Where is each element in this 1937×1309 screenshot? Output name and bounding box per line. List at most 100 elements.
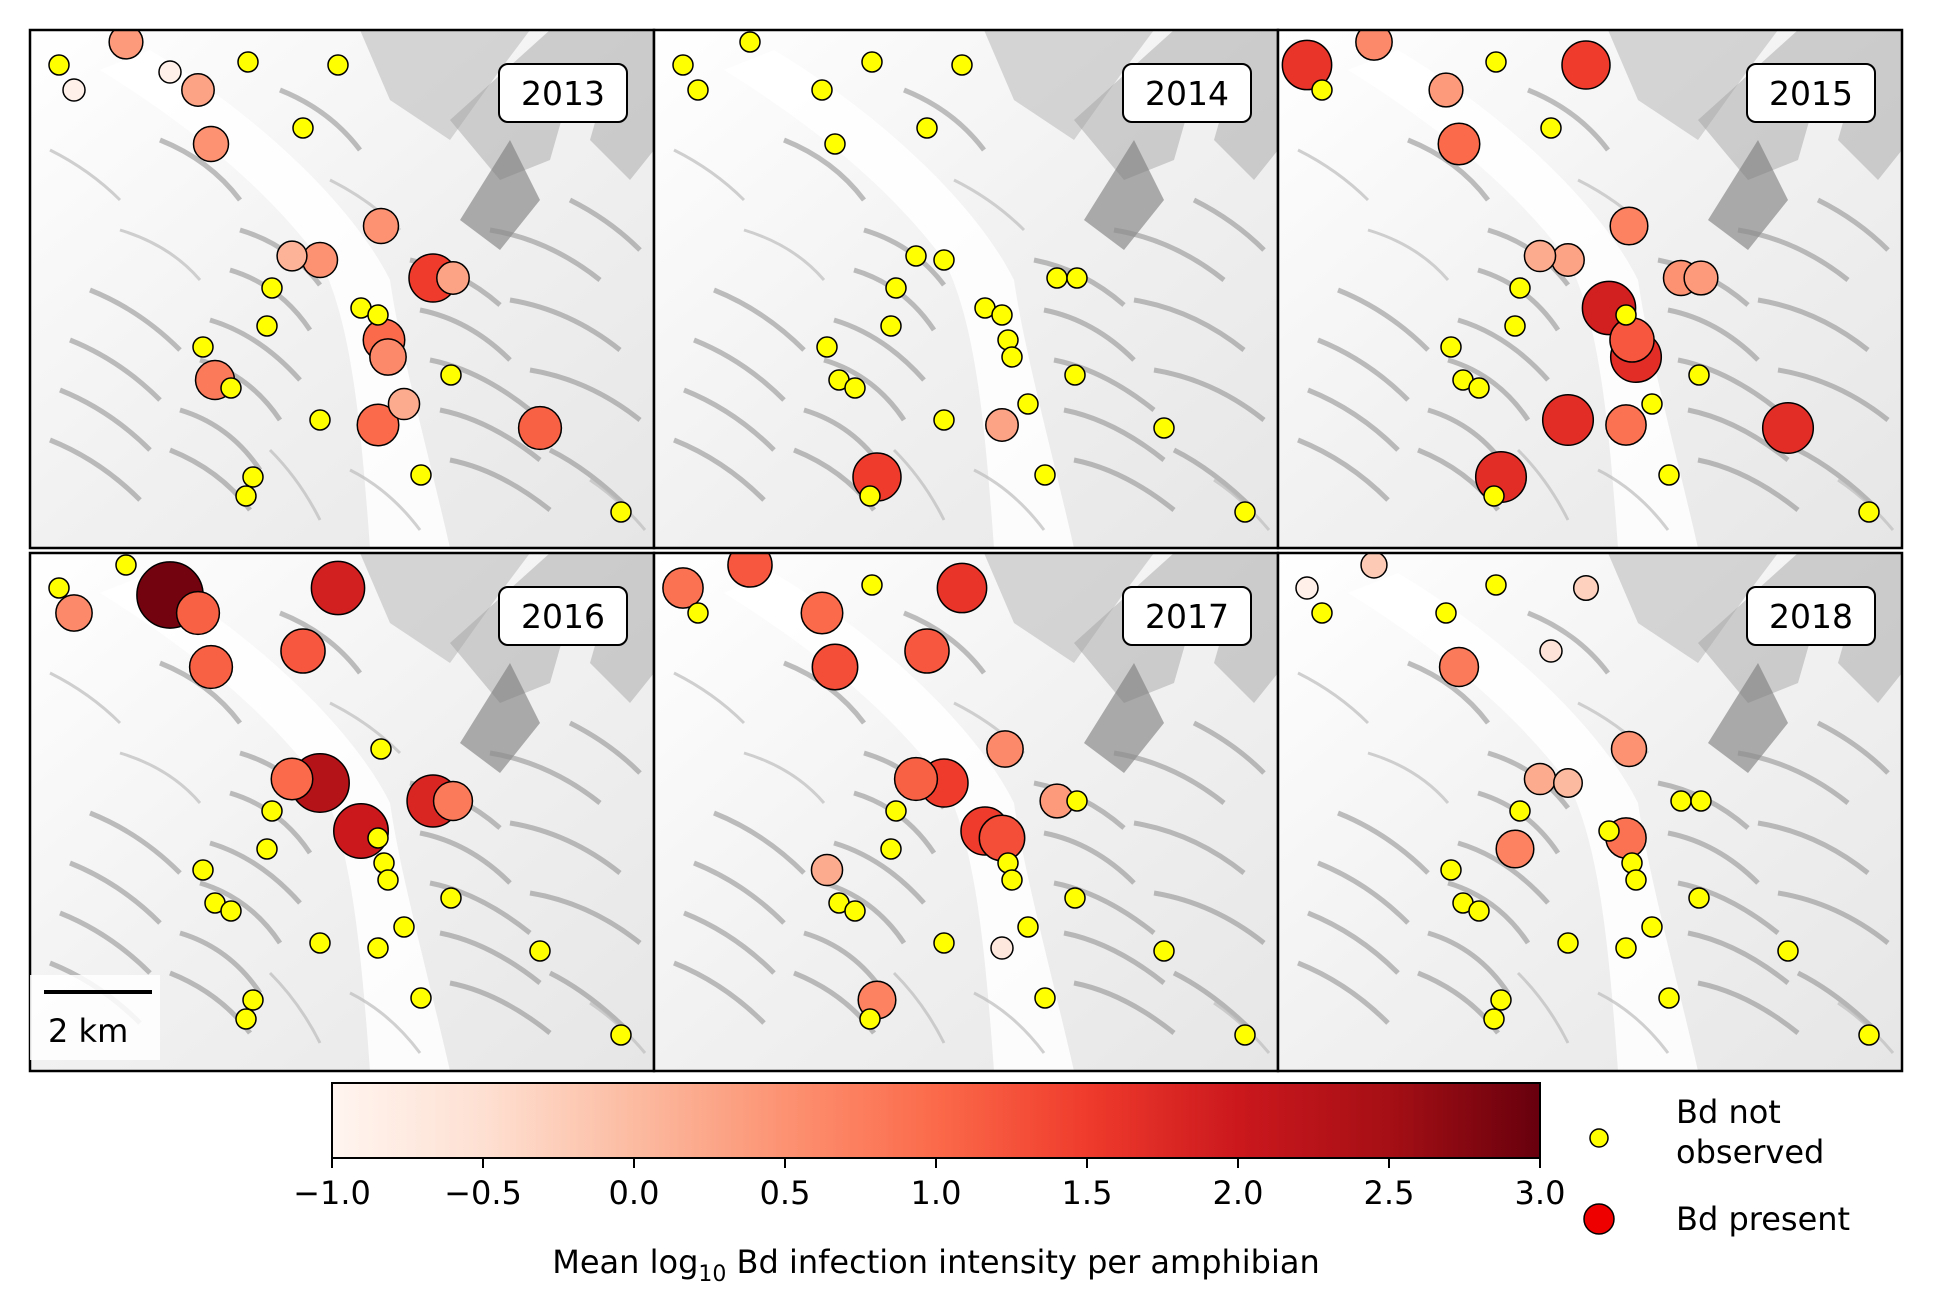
site-marker-bd-present xyxy=(175,590,221,636)
site-marker-bd-present xyxy=(1437,122,1481,166)
site-marker-bd-not-observed xyxy=(292,117,314,139)
site-marker-bd-not-observed xyxy=(393,916,415,938)
site-marker-bd-present xyxy=(436,261,470,295)
site-marker-bd-not-observed xyxy=(610,501,632,523)
site-marker-bd-not-observed xyxy=(933,409,955,431)
site-marker-bd-not-observed xyxy=(309,932,331,954)
site-marker-bd-not-observed xyxy=(1509,800,1531,822)
site-marker-bd-not-observed xyxy=(1001,869,1023,891)
colorbar: −1.0 −0.5 0.0 0.5 1.0 1.5 2.0 2.5 3.0 Mean log10… xyxy=(293,1082,1565,1287)
colorbar-label-suffix: Bd infection intensity per amphibian xyxy=(726,1243,1319,1281)
site-marker-bd-present xyxy=(1360,553,1388,579)
site-marker-bd-present xyxy=(301,241,339,279)
site-marker-bd-not-observed xyxy=(1440,859,1462,881)
site-marker-bd-present xyxy=(280,628,326,674)
panel-frame xyxy=(1276,551,1904,1073)
site-marker-bd-present xyxy=(387,387,421,421)
legend-present-label: Bd present xyxy=(1676,1200,1850,1238)
site-marker-bd-not-observed xyxy=(1440,336,1462,358)
site-marker-bd-not-observed xyxy=(440,364,462,386)
site-marker-bd-not-observed xyxy=(367,304,389,326)
site-marker-bd-present xyxy=(1523,762,1557,796)
colorbar-tick-label: 0.5 xyxy=(760,1174,811,1212)
site-marker-bd-present xyxy=(1761,401,1815,455)
site-marker-bd-present xyxy=(362,207,400,245)
site-marker-bd-present xyxy=(1541,393,1595,447)
site-marker-bd-present xyxy=(1683,260,1719,296)
site-marker-bd-not-observed xyxy=(1670,790,1692,812)
site-marker-bd-not-observed xyxy=(861,574,883,596)
site-marker-bd-not-observed xyxy=(1064,364,1086,386)
site-marker-bd-present xyxy=(108,30,144,60)
colorbar-gradient xyxy=(331,1082,1541,1159)
site-marker-bd-not-observed xyxy=(885,277,907,299)
site-marker-bd-present xyxy=(1539,639,1563,663)
site-marker-bd-not-observed xyxy=(309,409,331,431)
site-marker-bd-not-observed xyxy=(991,304,1013,326)
site-marker-bd-present xyxy=(432,780,474,822)
site-marker-bd-present xyxy=(369,338,407,376)
site-marker-bd-present xyxy=(1572,574,1600,602)
site-marker-bd-not-observed xyxy=(1690,790,1712,812)
site-marker-bd-not-observed xyxy=(1034,464,1056,486)
site-marker-bd-not-observed xyxy=(220,377,242,399)
colorbar-tick-label: 1.0 xyxy=(911,1174,962,1212)
site-marker-bd-present xyxy=(936,562,988,614)
site-marker-bd-present xyxy=(811,643,859,691)
site-marker-bd-present xyxy=(1495,829,1535,869)
colorbar-tick-label: 0.0 xyxy=(609,1174,660,1212)
site-marker-bd-not-observed xyxy=(235,1008,257,1030)
colorbar-label-prefix: Mean log xyxy=(552,1243,698,1281)
panel-content xyxy=(30,553,654,1071)
site-marker-bd-not-observed xyxy=(410,464,432,486)
site-marker-bd-not-observed xyxy=(1435,602,1457,624)
site-marker-bd-not-observed xyxy=(916,117,938,139)
site-marker-bd-not-observed xyxy=(1066,267,1088,289)
site-marker-bd-present xyxy=(158,60,182,84)
colorbar-label-subscript: 10 xyxy=(698,1262,726,1287)
site-marker-bd-not-observed xyxy=(880,838,902,860)
site-marker-bd-present xyxy=(1551,243,1585,277)
site-marker-bd-not-observed xyxy=(529,940,551,962)
site-marker-bd-not-observed xyxy=(859,1008,881,1030)
site-marker-bd-not-observed xyxy=(1625,869,1647,891)
site-marker-bd-not-observed xyxy=(1311,602,1333,624)
colorbar-tick-label: −1.0 xyxy=(293,1174,371,1212)
colorbar-tick-label: 1.5 xyxy=(1062,1174,1113,1212)
map-panel-2014: 2014 xyxy=(652,28,1280,550)
site-marker-bd-not-observed xyxy=(1066,790,1088,812)
panel-content xyxy=(654,553,1278,1071)
site-marker-bd-not-observed xyxy=(1641,916,1663,938)
map-panel-2018: 2018 xyxy=(1276,551,1904,1073)
site-marker-bd-not-observed xyxy=(1234,501,1256,523)
legend-not-observed-label-line1: Bd not xyxy=(1676,1093,1781,1131)
site-marker-bd-present xyxy=(310,560,366,616)
site-marker-bd-not-observed xyxy=(1468,377,1490,399)
year-label: 2013 xyxy=(521,74,605,113)
colorbar-tick-label: 3.0 xyxy=(1515,1174,1566,1212)
site-marker-bd-not-observed xyxy=(859,485,881,507)
site-marker-bd-not-observed xyxy=(933,932,955,954)
site-marker-bd-not-observed xyxy=(861,51,883,73)
panel-content xyxy=(1278,30,1902,548)
colorbar-tick-label: 2.5 xyxy=(1364,1174,1415,1212)
site-marker-bd-not-observed xyxy=(1858,1024,1880,1046)
legend-present-marker xyxy=(1583,1203,1615,1235)
site-marker-bd-present xyxy=(1561,40,1611,90)
map-panels: 2013 2014 2015 2016 2017 2018 xyxy=(28,28,1904,1073)
site-marker-bd-present xyxy=(1438,646,1480,688)
colorbar-ticks: −1.0 −0.5 0.0 0.5 1.0 1.5 2.0 2.5 3.0 xyxy=(293,1158,1565,1212)
site-marker-bd-present xyxy=(978,814,1026,862)
map-panel-2013: 2013 xyxy=(28,28,656,550)
site-marker-bd-not-observed xyxy=(1658,464,1680,486)
site-marker-bd-present xyxy=(1281,39,1333,91)
legend: Bd not observed Bd present xyxy=(1583,1093,1850,1238)
year-badge xyxy=(498,63,628,123)
site-marker-bd-not-observed xyxy=(687,79,709,101)
site-marker-bd-not-observed xyxy=(1641,393,1663,415)
site-marker-bd-not-observed xyxy=(440,887,462,909)
site-marker-bd-not-observed xyxy=(261,277,283,299)
legend-not-observed-marker xyxy=(1589,1128,1609,1148)
colorbar-tick-label: 2.0 xyxy=(1213,1174,1264,1212)
site-marker-bd-not-observed xyxy=(1046,267,1068,289)
